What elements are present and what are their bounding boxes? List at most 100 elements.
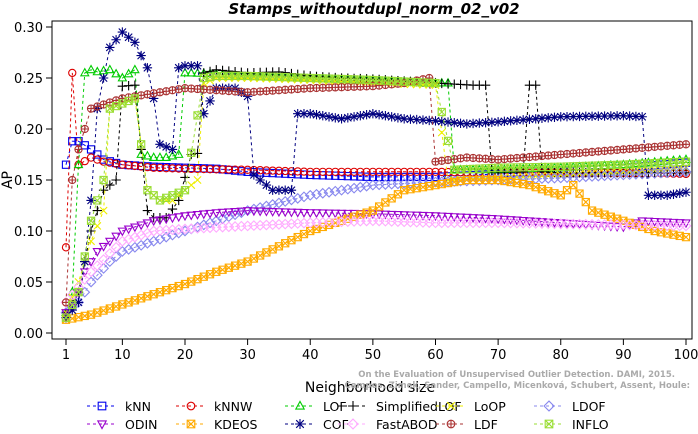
point-lof-89 bbox=[612, 159, 623, 169]
point-knnw-44 bbox=[331, 167, 340, 176]
legend-item-knn: kNN bbox=[87, 399, 151, 414]
point-lof-100 bbox=[681, 154, 691, 164]
point-cof-37 bbox=[286, 185, 297, 195]
point-odin-25 bbox=[211, 209, 222, 219]
point-cof-55 bbox=[399, 114, 409, 124]
point-fastabod-5 bbox=[85, 266, 97, 278]
series-ldf bbox=[61, 73, 691, 307]
point-knnw-23 bbox=[199, 164, 208, 174]
point-odin-28 bbox=[230, 207, 240, 217]
legend-item-fastabod: FastABOD bbox=[338, 417, 438, 432]
x-tick-label-70: 70 bbox=[490, 348, 507, 363]
point-knnw-24 bbox=[205, 165, 215, 174]
point-cof-61 bbox=[437, 116, 447, 127]
point-cof-12 bbox=[130, 37, 140, 47]
point-knnw-18 bbox=[168, 164, 177, 173]
point-cof-8 bbox=[105, 42, 115, 53]
point-knn-42 bbox=[318, 171, 327, 180]
point-lof-21 bbox=[186, 67, 197, 77]
point-odin-64 bbox=[455, 213, 466, 223]
point-cof-44 bbox=[330, 113, 340, 123]
legend-marker-odin bbox=[96, 420, 108, 430]
point-inflo-21 bbox=[187, 148, 196, 157]
series-line-simplifiedlof bbox=[65, 69, 686, 313]
point-lof-30 bbox=[242, 70, 253, 80]
point-ldof-10 bbox=[116, 245, 128, 257]
point-odin-13 bbox=[136, 221, 147, 231]
point-simplifiedlof-35 bbox=[274, 67, 284, 77]
y-tick-label-0.3: 0.30 bbox=[14, 21, 43, 36]
point-cof-62 bbox=[443, 117, 453, 127]
point-ldof-23 bbox=[198, 219, 210, 231]
point-odin-11 bbox=[123, 225, 134, 235]
point-lof-75 bbox=[524, 163, 535, 173]
point-cof-96 bbox=[656, 190, 666, 200]
point-odin-66 bbox=[468, 214, 478, 223]
point-cof-56 bbox=[405, 114, 416, 124]
point-knnw-25 bbox=[212, 165, 221, 174]
point-cof-36 bbox=[280, 185, 290, 195]
point-cof-69 bbox=[487, 117, 497, 127]
point-lof-36 bbox=[280, 71, 291, 81]
legend-marker-ldf bbox=[446, 419, 456, 429]
point-cof-82 bbox=[568, 111, 578, 122]
point-simplifiedlof-12 bbox=[130, 80, 140, 90]
point-cof-40 bbox=[305, 109, 315, 119]
point-knnw-40 bbox=[306, 167, 315, 176]
point-lof-18 bbox=[167, 150, 178, 160]
point-knnw-47 bbox=[349, 167, 359, 176]
legend-marker-lof bbox=[294, 400, 306, 410]
point-ldof-28 bbox=[229, 209, 241, 221]
y-tick-label-0.15: 0.15 bbox=[14, 174, 43, 189]
point-knnw-11 bbox=[124, 161, 133, 170]
point-cof-22 bbox=[192, 61, 203, 71]
point-knn-44 bbox=[331, 171, 340, 180]
point-ldof-11 bbox=[123, 243, 135, 255]
point-knn-48 bbox=[356, 172, 365, 181]
point-lof-20 bbox=[180, 67, 190, 77]
point-knnw-56 bbox=[406, 167, 415, 176]
point-lof-17 bbox=[161, 152, 172, 161]
point-odin-23 bbox=[198, 210, 209, 220]
point-cof-21 bbox=[186, 61, 196, 71]
point-knnw-54 bbox=[393, 167, 403, 176]
point-cof-14 bbox=[142, 63, 153, 73]
point-odin-26 bbox=[217, 208, 228, 218]
point-knnw-12 bbox=[130, 161, 140, 171]
point-cof-18 bbox=[167, 144, 178, 155]
legend-label-loop: LoOP bbox=[474, 399, 506, 414]
point-knnw-27 bbox=[224, 165, 233, 174]
point-cof-43 bbox=[324, 112, 334, 122]
point-knnw-41 bbox=[312, 167, 321, 176]
legend-item-ldf: LDF bbox=[436, 417, 498, 432]
point-lof-39 bbox=[299, 72, 309, 82]
point-fastabod-14 bbox=[141, 227, 153, 239]
point-cof-70 bbox=[493, 117, 503, 127]
point-cof-98 bbox=[668, 189, 679, 199]
point-cof-87 bbox=[599, 111, 610, 121]
point-cof-92 bbox=[631, 111, 641, 122]
point-knn-43 bbox=[324, 171, 334, 180]
point-inflo-1 bbox=[61, 313, 71, 322]
point-simplifiedlof-14 bbox=[142, 205, 153, 216]
point-lof-92 bbox=[631, 158, 641, 168]
point-cof-35 bbox=[274, 185, 284, 195]
point-lof-76 bbox=[530, 163, 541, 173]
y-tick-label-0: 0.00 bbox=[14, 327, 43, 342]
point-cof-45 bbox=[336, 114, 347, 124]
point-ldof-45 bbox=[336, 184, 348, 196]
point-odin-19 bbox=[173, 213, 184, 223]
point-ldof-100 bbox=[680, 166, 692, 178]
point-ldof-38 bbox=[292, 192, 304, 204]
point-ldof-37 bbox=[285, 194, 297, 206]
point-cof-84 bbox=[581, 111, 591, 122]
point-lof-33 bbox=[261, 71, 272, 81]
chart-title: Stamps_withoutdupl_norm_02_v02 bbox=[228, 0, 519, 18]
point-knnw-42 bbox=[318, 167, 327, 176]
x-tick-label-90: 90 bbox=[615, 348, 632, 363]
legend-marker-ldof bbox=[543, 400, 555, 412]
point-ldf-59 bbox=[425, 73, 434, 83]
point-odin-42 bbox=[317, 209, 328, 219]
point-knnw-45 bbox=[337, 167, 346, 176]
legend-label-odin: ODIN bbox=[125, 417, 158, 432]
